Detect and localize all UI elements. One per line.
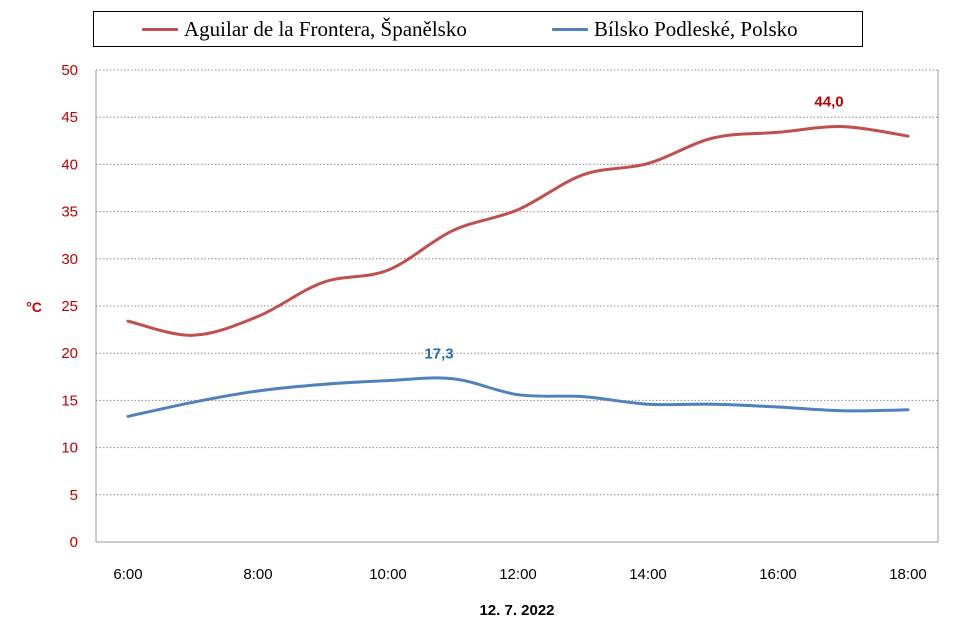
legend-item-aguilar: Aguilar de la Frontera, Španělsko (142, 12, 467, 46)
legend-label-aguilar: Aguilar de la Frontera, Španělsko (184, 16, 467, 41)
x-tick-label: 12:00 (499, 566, 537, 583)
gridlines (96, 69, 938, 496)
y-tick-label: 10 (61, 440, 78, 457)
x-tick-label: 10:00 (369, 566, 407, 583)
legend-item-bilsko: Bílsko Podleské, Polsko (552, 12, 798, 46)
legend-swatch-bilsko (552, 27, 588, 31)
legend-label-bilsko: Bílsko Podleské, Polsko (594, 16, 798, 41)
series-lines (126, 125, 910, 418)
x-axis-label: 12. 7. 2022 (479, 602, 554, 619)
x-tick-label: 8:00 (243, 566, 272, 583)
y-tick-label: 0 (70, 534, 78, 551)
y-tick-labels: 0 5 10 15 20 25 30 35 40 45 50 (61, 62, 78, 551)
y-tick-label: 35 (61, 204, 78, 221)
y-axis-label: °C (26, 299, 42, 315)
y-tick-label: 25 (61, 298, 78, 315)
series-line-0 (126, 125, 910, 337)
x-tick-label: 16:00 (759, 566, 797, 583)
data-label-0: 44,0 (814, 94, 843, 111)
y-tick-label: 5 (70, 487, 78, 504)
x-tick-label: 14:00 (629, 566, 667, 583)
data-labels: 44,0 17,3 (424, 94, 843, 363)
x-tick-label: 18:00 (889, 566, 927, 583)
y-tick-label: 40 (61, 156, 78, 173)
legend: Aguilar de la Frontera, Španělsko Bílsko… (93, 11, 863, 47)
y-tick-label: 50 (61, 62, 78, 79)
y-tick-label: 20 (61, 345, 78, 362)
x-tick-label: 6:00 (113, 566, 142, 583)
legend-swatch-aguilar (142, 27, 178, 31)
y-tick-label: 30 (61, 251, 78, 268)
x-tick-labels: 6:00 8:00 10:00 12:00 14:00 16:00 18:00 (113, 566, 926, 583)
data-label-1: 17,3 (424, 346, 453, 363)
series-line-1 (126, 376, 910, 418)
y-tick-label: 45 (61, 109, 78, 126)
y-tick-label: 15 (61, 392, 78, 409)
